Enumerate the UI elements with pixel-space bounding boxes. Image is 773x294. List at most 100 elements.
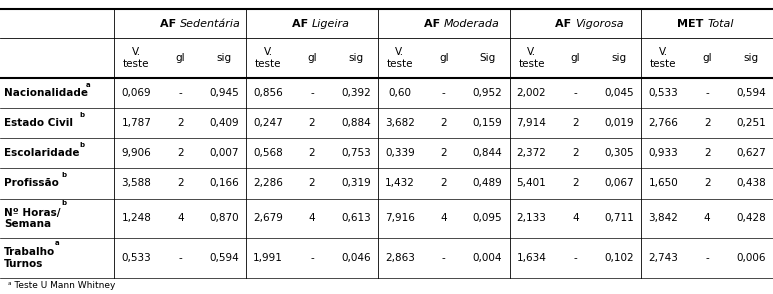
Text: V.
teste: V. teste (123, 47, 150, 69)
Text: 3,588: 3,588 (121, 178, 152, 188)
Text: 0,319: 0,319 (341, 178, 371, 188)
Text: 2,863: 2,863 (385, 253, 415, 263)
Text: 4: 4 (572, 213, 579, 223)
Text: Trabalho
Turnos: Trabalho Turnos (4, 247, 55, 269)
Text: 0,428: 0,428 (736, 213, 766, 223)
Text: 7,916: 7,916 (385, 213, 415, 223)
Text: 0,870: 0,870 (209, 213, 239, 223)
Text: 7,914: 7,914 (516, 118, 547, 128)
Text: 0,006: 0,006 (737, 253, 766, 263)
Text: 0,007: 0,007 (209, 148, 239, 158)
Text: -: - (574, 88, 577, 98)
Text: gl: gl (703, 53, 712, 63)
Text: 1,432: 1,432 (385, 178, 415, 188)
Text: Moderada: Moderada (444, 19, 499, 29)
Text: 2: 2 (704, 148, 710, 158)
Text: -: - (179, 253, 182, 263)
Text: 0,004: 0,004 (473, 253, 502, 263)
Text: Nacionalidade: Nacionalidade (4, 88, 88, 98)
Text: 2: 2 (308, 118, 315, 128)
Text: 0,069: 0,069 (121, 88, 152, 98)
Text: 0,60: 0,60 (388, 88, 411, 98)
Text: 2,743: 2,743 (649, 253, 678, 263)
Text: -: - (705, 88, 709, 98)
Text: Total: Total (707, 19, 734, 29)
Text: 0,247: 0,247 (254, 118, 283, 128)
Text: 0,067: 0,067 (604, 178, 634, 188)
Text: 1,650: 1,650 (649, 178, 678, 188)
Text: b: b (80, 112, 85, 118)
Text: b: b (61, 172, 66, 178)
Text: 2: 2 (704, 118, 710, 128)
Text: 0,711: 0,711 (604, 213, 634, 223)
Text: V.
teste: V. teste (518, 47, 545, 69)
Text: -: - (574, 253, 577, 263)
Text: 1,634: 1,634 (516, 253, 547, 263)
Text: 0,095: 0,095 (473, 213, 502, 223)
Text: 0,933: 0,933 (649, 148, 678, 158)
Text: 2: 2 (572, 148, 579, 158)
Text: 2: 2 (572, 118, 579, 128)
Text: 0,753: 0,753 (341, 148, 371, 158)
Text: 3,682: 3,682 (385, 118, 415, 128)
Text: gl: gl (307, 53, 317, 63)
Text: -: - (442, 253, 445, 263)
Text: b: b (61, 200, 66, 206)
Text: 2: 2 (441, 118, 447, 128)
Text: AF: AF (424, 19, 444, 29)
Text: AF: AF (556, 19, 575, 29)
Text: b: b (80, 142, 85, 148)
Text: 5,401: 5,401 (516, 178, 547, 188)
Text: 2,133: 2,133 (516, 213, 547, 223)
Text: Ligeira: Ligeira (312, 19, 350, 29)
Text: 0,594: 0,594 (209, 253, 239, 263)
Text: Escolaridade: Escolaridade (4, 148, 80, 158)
Text: 1,991: 1,991 (253, 253, 283, 263)
Text: 2,766: 2,766 (649, 118, 678, 128)
Text: V.
teste: V. teste (386, 47, 413, 69)
Text: sig: sig (349, 53, 363, 63)
Text: 0,627: 0,627 (736, 148, 766, 158)
Text: 2: 2 (177, 178, 183, 188)
Text: Nº Horas/
Semana: Nº Horas/ Semana (4, 208, 60, 229)
Text: 2: 2 (177, 148, 183, 158)
Text: 4: 4 (704, 213, 710, 223)
Text: 0,952: 0,952 (473, 88, 502, 98)
Text: gl: gl (570, 53, 581, 63)
Text: Vigorosa: Vigorosa (575, 19, 624, 29)
Text: 0,533: 0,533 (121, 253, 152, 263)
Text: 0,251: 0,251 (736, 118, 766, 128)
Text: 0,339: 0,339 (385, 148, 414, 158)
Text: 0,159: 0,159 (473, 118, 502, 128)
Text: -: - (442, 88, 445, 98)
Text: MET: MET (677, 19, 707, 29)
Text: 0,045: 0,045 (604, 88, 634, 98)
Text: 0,856: 0,856 (254, 88, 283, 98)
Text: 2: 2 (572, 178, 579, 188)
Text: 0,594: 0,594 (736, 88, 766, 98)
Text: 0,102: 0,102 (604, 253, 634, 263)
Text: Sig: Sig (479, 53, 495, 63)
Text: 4: 4 (308, 213, 315, 223)
Text: 1,787: 1,787 (121, 118, 152, 128)
Text: 2: 2 (308, 178, 315, 188)
Text: 2: 2 (704, 178, 710, 188)
Text: 0,392: 0,392 (341, 88, 371, 98)
Text: -: - (310, 253, 314, 263)
Text: V.
teste: V. teste (255, 47, 281, 69)
Text: 4: 4 (177, 213, 183, 223)
Text: V.
teste: V. teste (650, 47, 676, 69)
Text: 0,844: 0,844 (473, 148, 502, 158)
Text: Sedentária: Sedentária (180, 19, 241, 29)
Text: 2,286: 2,286 (253, 178, 283, 188)
Text: 0,438: 0,438 (736, 178, 766, 188)
Text: Estado Civil: Estado Civil (4, 118, 73, 128)
Text: 2,372: 2,372 (516, 148, 547, 158)
Text: gl: gl (439, 53, 448, 63)
Text: 0,945: 0,945 (209, 88, 239, 98)
Text: 0,489: 0,489 (473, 178, 502, 188)
Text: sig: sig (216, 53, 232, 63)
Text: 1,248: 1,248 (121, 213, 152, 223)
Text: -: - (310, 88, 314, 98)
Text: ᵃ Teste U Mann Whitney: ᵃ Teste U Mann Whitney (8, 281, 115, 290)
